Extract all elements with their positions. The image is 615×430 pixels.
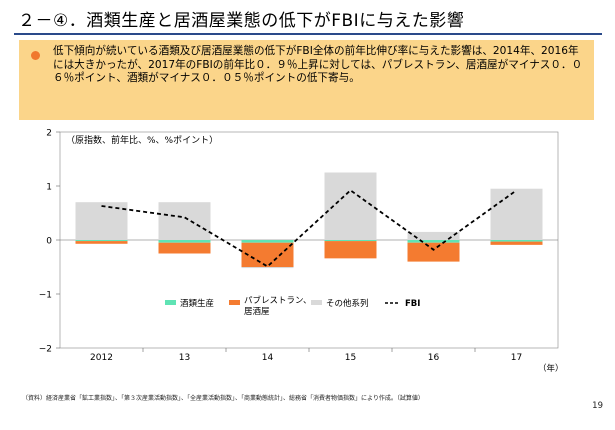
y-tick-label: 1 [46,183,52,193]
footnote: （資料）経済産業省「鉱工業指数」、「第３次産業活動指数」、「全産業活動指数」、「… [22,395,424,402]
bar-パブレストラン、居酒屋-13 [158,242,211,254]
legend-swatch-pub [229,300,240,305]
x-tick-label: 2012 [90,353,113,363]
x-tick-label: 15 [345,353,356,363]
bar-その他系列-16 [407,231,460,240]
bar-パブレストラン、居酒屋-16 [407,242,460,262]
page-title: ２－④．酒類生産と居酒屋業態の低下がFBIに与えた影響 [18,11,465,31]
bar-酒類生産-16 [407,240,460,243]
legend-label-sake: 酒類生産 [180,298,214,309]
chart-annotation: （原指数、前年比、%、%ポイント） [66,134,218,146]
x-tick-label: 16 [428,353,440,363]
legend-label-other: その他系列 [326,298,369,309]
bar-パブレストラン、居酒屋-14 [241,242,294,267]
bar-酒類生産-14 [241,240,294,243]
bar-パブレストラン、居酒屋-2012 [75,241,128,244]
legend: 酒類生産 パブレストラン、 居酒屋 その他系列 FBI [165,295,420,317]
bar-酒類生産-17 [490,240,543,242]
bar-その他系列-14 [241,267,294,269]
bar-パブレストラン、居酒屋-15 [324,241,377,259]
bar-パブレストラン、居酒屋-17 [490,241,543,245]
x-axis-ticks: 2012 13 14 15 16 17 [90,348,522,363]
x-tick-label: 17 [511,353,522,363]
y-tick-label: 0 [46,237,52,247]
y-tick-label: 2 [46,129,52,139]
bar-酒類生産-2012 [75,240,128,242]
bullet-icon [31,51,40,60]
y-tick-label: −2 [39,345,52,355]
legend-swatch-sake [165,300,176,305]
bar-その他系列-13 [158,202,211,240]
x-tick-label: 14 [262,353,274,363]
bar-その他系列-2012 [75,202,128,240]
legend-label-pub-line1: パブレストラン、 [244,295,312,306]
summary-box: 低下傾向が続いている酒類及び居酒屋業態の低下がFBI全体の前年比伸び率に与えた影… [19,40,594,120]
legend-label-pub: パブレストラン、 居酒屋 [244,295,314,317]
x-tick-label: 13 [179,353,190,363]
legend-swatch-other [311,300,322,305]
bars [75,172,543,269]
x-axis-unit: （年） [538,363,564,374]
summary-text: 低下傾向が続いている酒類及び居酒屋業態の低下がFBI全体の前年比伸び率に与えた影… [53,45,583,84]
legend-label-fbi: FBI [405,299,420,309]
bar-酒類生産-13 [158,240,211,243]
legend-label-pub-line2: 居酒屋 [244,307,270,317]
y-axis-ticks: 2 1 0 −1 −2 [39,129,60,355]
bar-酒類生産-15 [324,240,377,242]
page-number: 19 [592,401,603,411]
bar-その他系列-17 [490,188,543,240]
title-underline [14,33,602,35]
y-tick-label: −1 [39,291,52,301]
